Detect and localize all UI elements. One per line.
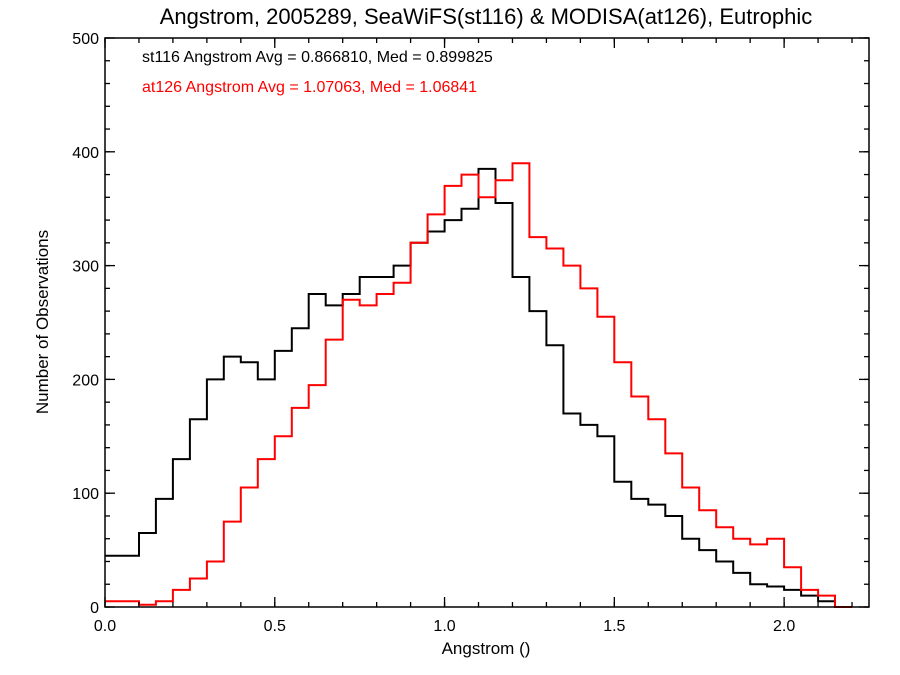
series-line-at126 <box>105 162 852 608</box>
series-layer <box>105 162 852 608</box>
st116-stats-label: st116 Angstrom Avg = 0.866810, Med = 0.8… <box>142 49 493 66</box>
y-tick-label: 300 <box>72 259 99 276</box>
series-line-st116 <box>105 167 852 608</box>
x-axis-label: Angstrom () <box>442 639 531 658</box>
y-tick-label: 400 <box>72 145 99 162</box>
tick-layer: 0.0 0.5 1.0 1.5 2.0 0 100 200 300 400 500 <box>72 31 869 635</box>
plot-frame <box>104 37 870 608</box>
x-tick-label: 0.0 <box>94 618 116 635</box>
y-tick-label: 0 <box>90 600 99 617</box>
y-tick-label: 500 <box>72 31 99 48</box>
at126-stats-label: at126 Angstrom Avg = 1.07063, Med = 1.06… <box>142 79 477 96</box>
chart-title: Angstrom, 2005289, SeaWiFS(st116) & MODI… <box>160 4 813 29</box>
x-tick-label: 2.0 <box>773 618 795 635</box>
y-tick-label: 100 <box>72 486 99 503</box>
x-tick-label: 0.5 <box>264 618 286 635</box>
x-tick-label: 1.5 <box>603 618 625 635</box>
x-tick-label: 1.0 <box>433 618 455 635</box>
y-axis-label: Number of Observations <box>33 230 52 414</box>
plot-area: 0.0 0.5 1.0 1.5 2.0 0 100 200 300 400 500 <box>72 31 870 635</box>
y-tick-label: 200 <box>72 372 99 389</box>
